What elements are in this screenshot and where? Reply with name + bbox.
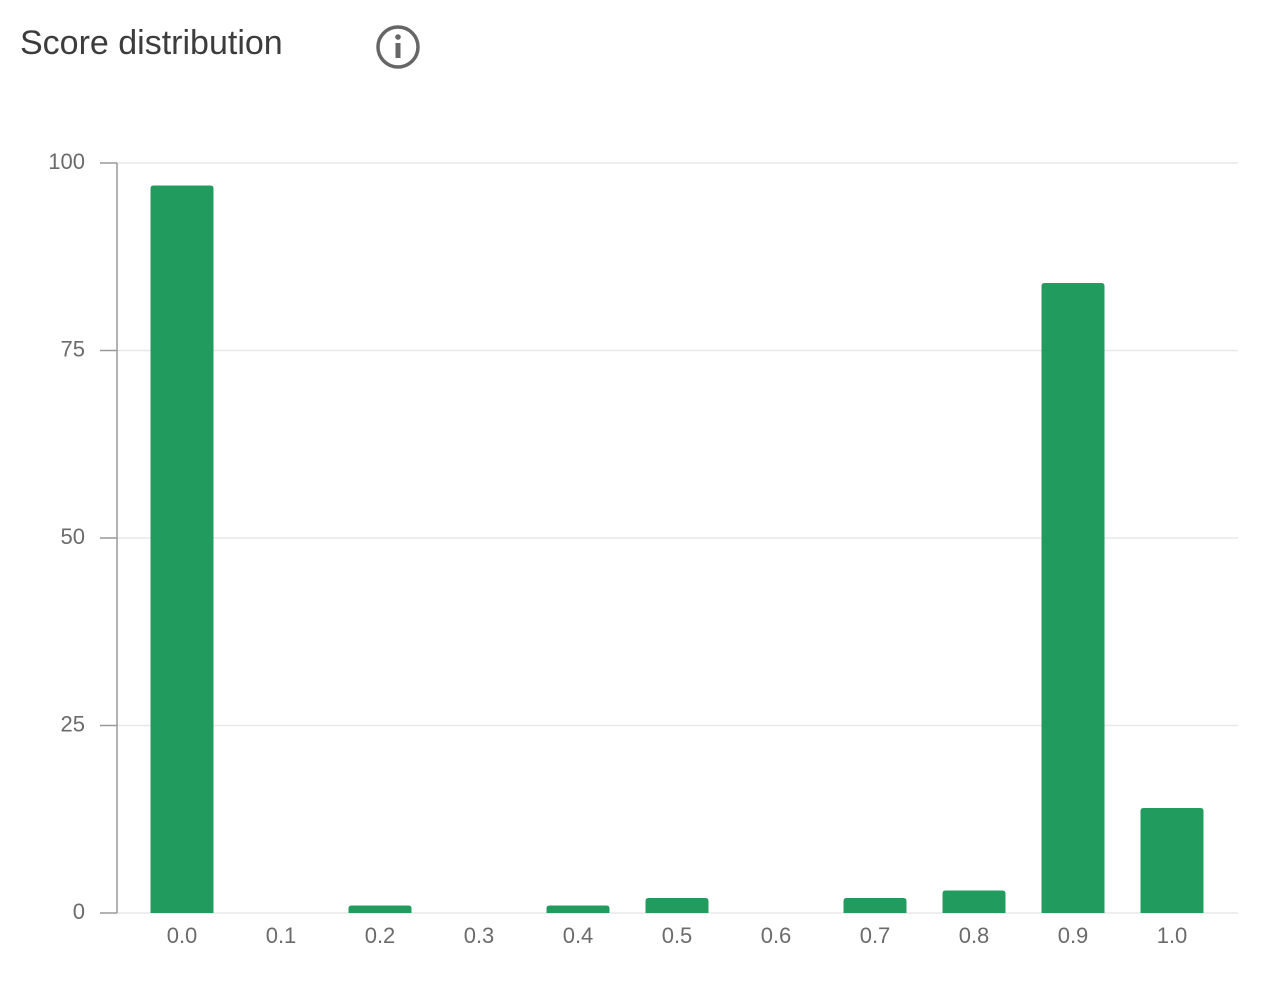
info-stem — [395, 43, 401, 58]
bar — [150, 185, 214, 913]
bar — [843, 898, 907, 913]
bar — [348, 905, 412, 913]
y-tick-label: 100 — [48, 149, 85, 174]
x-tick-label: 0.0 — [167, 923, 198, 948]
x-tick-label: 0.1 — [266, 923, 297, 948]
bar — [546, 905, 610, 913]
x-tick-label: 0.2 — [365, 923, 396, 948]
y-tick-label: 0 — [73, 899, 85, 924]
x-tick-label: 0.8 — [959, 923, 990, 948]
x-tick-label: 0.6 — [761, 923, 792, 948]
x-tick-label: 0.7 — [860, 923, 891, 948]
y-tick-label: 75 — [61, 336, 85, 361]
info-icon[interactable] — [376, 25, 420, 69]
y-tick-label: 25 — [61, 711, 85, 736]
info-circle — [376, 25, 420, 69]
info-dot — [395, 34, 401, 40]
chart-title: Score distribution — [20, 24, 283, 62]
bar — [1041, 283, 1105, 913]
bar — [942, 890, 1006, 913]
x-tick-label: 0.4 — [563, 923, 594, 948]
y-tick-label: 50 — [61, 524, 85, 549]
x-tick-label: 0.9 — [1058, 923, 1089, 948]
x-tick-label: 1.0 — [1157, 923, 1188, 948]
bar — [1140, 808, 1204, 913]
x-tick-label: 0.3 — [464, 923, 495, 948]
bar — [645, 898, 709, 913]
x-tick-label: 0.5 — [662, 923, 693, 948]
